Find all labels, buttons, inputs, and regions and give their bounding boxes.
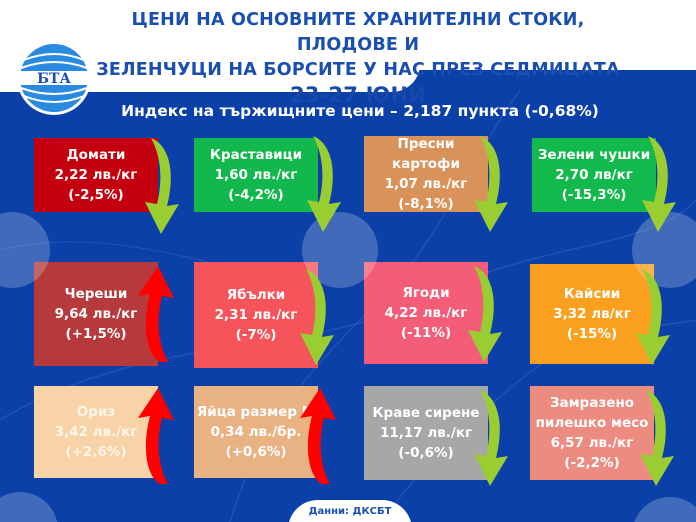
header-background — [0, 0, 696, 70]
trend-up-arrow-icon — [300, 388, 336, 484]
trend-down-arrow-icon — [300, 269, 334, 365]
card-frozen-chicken: Замразено пилешко месо 6,57 лв./кг (-2,2%) — [530, 386, 654, 480]
trend-up-arrow-icon — [138, 388, 174, 484]
date-range: 23-27 ЮНИ — [289, 83, 427, 107]
trend-down-arrow-icon — [474, 136, 508, 232]
card-eggs: Яйца размер М 0,34 лв./бр. (+0,6%) — [194, 386, 318, 478]
card-new-potatoes: Пресни картофи 1,07 лв./кг (-8,1%) — [364, 136, 488, 212]
page-title: ЦЕНИ НА ОСНОВНИТЕ ХРАНИТЕЛНИ СТОКИ, ПЛОД… — [78, 8, 638, 108]
card-cow-cheese: Краве сирене 11,17 лв./кг (-0,6%) — [364, 386, 488, 480]
trend-down-arrow-icon — [145, 138, 179, 234]
svg-text:БТА: БТА — [37, 71, 71, 87]
card-apples: Ябълки 2,31 лв./кг (-7%) — [194, 262, 318, 368]
trend-down-arrow-icon — [468, 266, 502, 362]
card-rice: Ориз 3,42 лв./кг (+2,6%) — [34, 386, 158, 478]
card-green-peppers: Зелени чушки 2,70 лв/кг (-15,3%) — [532, 138, 656, 212]
trend-down-arrow-icon — [307, 136, 341, 232]
trend-down-arrow-icon — [636, 269, 670, 365]
bta-logo-icon: БТА — [16, 41, 92, 115]
card-cucumbers: Краставици 1,60 лв./кг (-4,2%) — [194, 138, 318, 212]
bta-watermark-icon — [634, 497, 696, 522]
trend-down-arrow-icon — [642, 136, 676, 232]
price-index-line: Индекс на тържищните цени – 2,187 пункта… — [121, 102, 599, 120]
title-line-2: ЗЕЛЕНЧУЦИ НА БОРСИТЕ У НАС ПРЕЗ СЕДМИЦАТ… — [96, 60, 620, 80]
card-strawberries: Ягоди 4,22 лв./кг (-11%) — [364, 262, 488, 364]
title-line-1: ЦЕНИ НА ОСНОВНИТЕ ХРАНИТЕЛНИ СТОКИ, ПЛОД… — [131, 10, 585, 55]
trend-down-arrow-icon — [474, 390, 508, 486]
trend-up-arrow-icon — [138, 266, 174, 362]
trend-down-arrow-icon — [640, 390, 674, 486]
data-source: Данни: ДКСБТ — [288, 500, 412, 522]
card-cherries: Череши 9,64 лв./кг (+1,5%) — [34, 262, 158, 366]
card-tomatoes: Домати 2,22 лв./кг (-2,5%) — [34, 138, 158, 212]
card-apricots: Кайсии 3,32 лв/кг (-15%) — [530, 264, 654, 364]
bta-watermark-icon — [0, 212, 50, 288]
bta-watermark-icon — [0, 492, 58, 522]
